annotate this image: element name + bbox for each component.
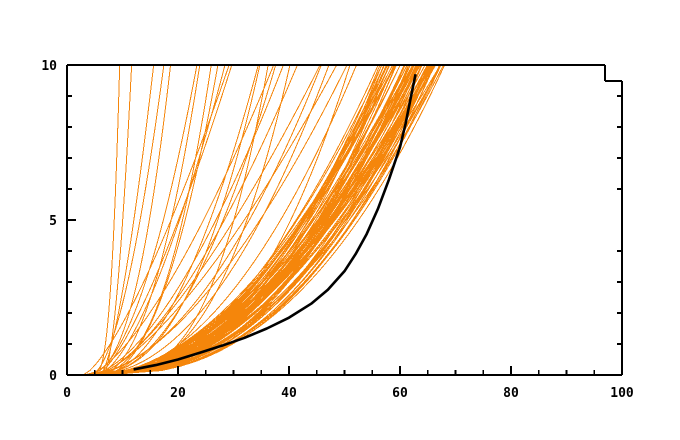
prediction-curve <box>107 64 391 376</box>
prediction-curve <box>99 64 357 376</box>
x-tick-label: 100 <box>610 386 634 401</box>
x-tick-label: 80 <box>503 386 519 401</box>
y-tick-label: 10 <box>41 59 57 74</box>
plot-clip-mask <box>0 0 67 440</box>
x-tick-label: 40 <box>281 386 297 401</box>
y-tick-label: 0 <box>49 369 57 384</box>
prediction-curve <box>91 64 121 376</box>
prediction-curve <box>92 64 291 376</box>
reference-curve <box>133 74 417 371</box>
prediction-curve <box>107 64 409 376</box>
prediction-curves-layer <box>82 64 446 376</box>
prediction-curve <box>92 64 395 376</box>
y-tick-label: 5 <box>49 214 57 229</box>
prediction-curve <box>102 64 408 376</box>
prediction-curve <box>104 64 379 376</box>
reference-curve-layer <box>133 74 417 371</box>
prediction-curve <box>106 64 434 376</box>
prediction-curve <box>96 64 431 376</box>
prediction-curve <box>99 64 442 376</box>
prediction-curve <box>93 64 298 376</box>
x-tick-label: 20 <box>170 386 186 401</box>
prediction-curve <box>95 64 435 376</box>
prediction-curve <box>99 64 435 376</box>
prediction-curve <box>91 64 330 376</box>
prediction-curve <box>95 64 321 376</box>
prediction-curve <box>105 64 428 376</box>
prediction-curve <box>97 64 395 376</box>
prediction-curve <box>82 64 230 376</box>
prediction-curve <box>94 64 338 376</box>
x-tick-label: 0 <box>63 386 71 401</box>
prediction-curve <box>96 64 429 376</box>
prediction-curve <box>94 64 394 376</box>
x-tick-label: 60 <box>392 386 408 401</box>
prediction-curve <box>98 64 277 376</box>
prediction-curve <box>102 64 351 376</box>
prediction-curve <box>90 64 165 376</box>
tick-labels-layer: 0 20 40 60 80 100 0 5 10 <box>41 59 634 401</box>
prediction-curve <box>82 64 322 376</box>
prediction-curve <box>86 64 261 376</box>
prediction-curve <box>102 64 430 376</box>
prediction-curve <box>87 64 212 376</box>
prediction-curve <box>88 64 198 376</box>
plot-clip-mask <box>0 375 680 440</box>
prediction-curve <box>92 64 385 376</box>
prediction-curve <box>106 64 410 376</box>
plot-clip-mask <box>622 0 680 440</box>
prediction-curve <box>91 64 348 376</box>
prediction-curve <box>101 64 219 376</box>
prediction-curve <box>96 64 233 376</box>
prediction-curve <box>99 64 155 376</box>
prediction-curve <box>84 64 172 376</box>
prediction-curve <box>88 64 275 376</box>
prediction-curve <box>102 64 133 376</box>
prediction-curve <box>100 64 259 376</box>
plot-clip-mask <box>0 0 680 65</box>
prediction-curve <box>90 64 284 376</box>
prediction-curve <box>99 64 414 376</box>
